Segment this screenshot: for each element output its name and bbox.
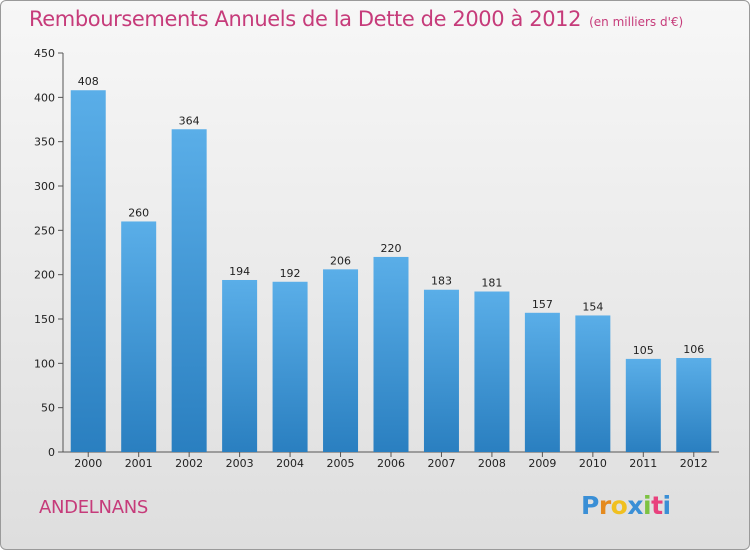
y-tick-label: 0 bbox=[48, 446, 55, 459]
bar-2006 bbox=[373, 256, 409, 452]
data-label-2012: 106 bbox=[683, 343, 704, 356]
data-label-2007: 183 bbox=[431, 275, 452, 288]
y-tick-label: 200 bbox=[34, 269, 55, 282]
bar-2003 bbox=[222, 279, 258, 452]
bar-2007 bbox=[423, 289, 459, 452]
data-label-2006: 220 bbox=[381, 242, 402, 255]
bar-2009 bbox=[524, 312, 560, 452]
bars-group bbox=[70, 90, 712, 453]
bar-2001 bbox=[121, 221, 157, 452]
data-label-2000: 408 bbox=[78, 75, 99, 88]
logo-letter: t bbox=[651, 491, 663, 520]
data-label-2001: 260 bbox=[128, 206, 149, 219]
y-tick-label: 450 bbox=[34, 47, 55, 60]
chart-title: Remboursements Annuels de la Dette de 20… bbox=[29, 7, 683, 31]
x-tick-label-2010: 2010 bbox=[579, 457, 607, 470]
logo-letter: i bbox=[643, 491, 652, 520]
y-tick-label: 400 bbox=[34, 91, 55, 104]
x-tick-label-2005: 2005 bbox=[327, 457, 355, 470]
x-tick-label-2007: 2007 bbox=[427, 457, 455, 470]
bar-2000 bbox=[70, 90, 106, 453]
data-label-2011: 105 bbox=[633, 344, 654, 357]
bar-2010 bbox=[575, 315, 611, 452]
x-tick-label-2008: 2008 bbox=[478, 457, 506, 470]
data-label-2003: 194 bbox=[229, 265, 250, 278]
y-tick-label: 350 bbox=[34, 136, 55, 149]
data-label-2002: 364 bbox=[179, 114, 200, 127]
logo-letter: x bbox=[627, 491, 643, 520]
data-label-2005: 206 bbox=[330, 254, 351, 267]
y-tick-label: 100 bbox=[34, 357, 55, 370]
place-name: ANDELNANS bbox=[39, 497, 149, 518]
data-label-2008: 181 bbox=[481, 277, 502, 290]
logo-letter: i bbox=[662, 491, 672, 520]
proxiti-logo: Proxiti bbox=[581, 491, 671, 520]
data-label-2010: 154 bbox=[582, 300, 603, 313]
x-tick-label-2009: 2009 bbox=[528, 457, 556, 470]
bar-2005 bbox=[323, 269, 359, 452]
x-tick-label-2000: 2000 bbox=[74, 457, 102, 470]
chart-title-text: Remboursements Annuels de la Dette de 20… bbox=[29, 7, 582, 31]
data-label-2004: 192 bbox=[280, 267, 301, 280]
bar-2002 bbox=[171, 129, 207, 452]
y-tick-label: 300 bbox=[34, 180, 55, 193]
x-tick-label-2003: 2003 bbox=[226, 457, 254, 470]
x-tick-label-2002: 2002 bbox=[175, 457, 203, 470]
unit-note: (en milliers d'€) bbox=[589, 15, 684, 29]
x-tick-label-2006: 2006 bbox=[377, 457, 405, 470]
y-tick-label: 250 bbox=[34, 224, 55, 237]
y-tick-label: 150 bbox=[34, 313, 55, 326]
y-tick-label: 50 bbox=[41, 402, 55, 415]
axes: 0 50 100 150 200 250 300 350 400 450 2000 2001 2002 2… bbox=[34, 47, 719, 470]
bar-2004 bbox=[272, 281, 308, 452]
x-tick-label-2012: 2012 bbox=[680, 457, 708, 470]
bar-2012 bbox=[676, 358, 712, 452]
data-label-2009: 157 bbox=[532, 298, 553, 311]
x-tick-label-2001: 2001 bbox=[125, 457, 153, 470]
bar-2011 bbox=[625, 358, 661, 452]
data-labels-group: 408 260 364 194 192 206 220 183 181 157 154 105 106 bbox=[78, 75, 705, 357]
logo-letter: P bbox=[581, 491, 599, 520]
bar-2008 bbox=[474, 291, 510, 452]
logo-letter: r bbox=[598, 491, 611, 520]
x-tick-label-2004: 2004 bbox=[276, 457, 304, 470]
logo-letter: o bbox=[610, 491, 628, 520]
x-tick-label-2011: 2011 bbox=[629, 457, 657, 470]
